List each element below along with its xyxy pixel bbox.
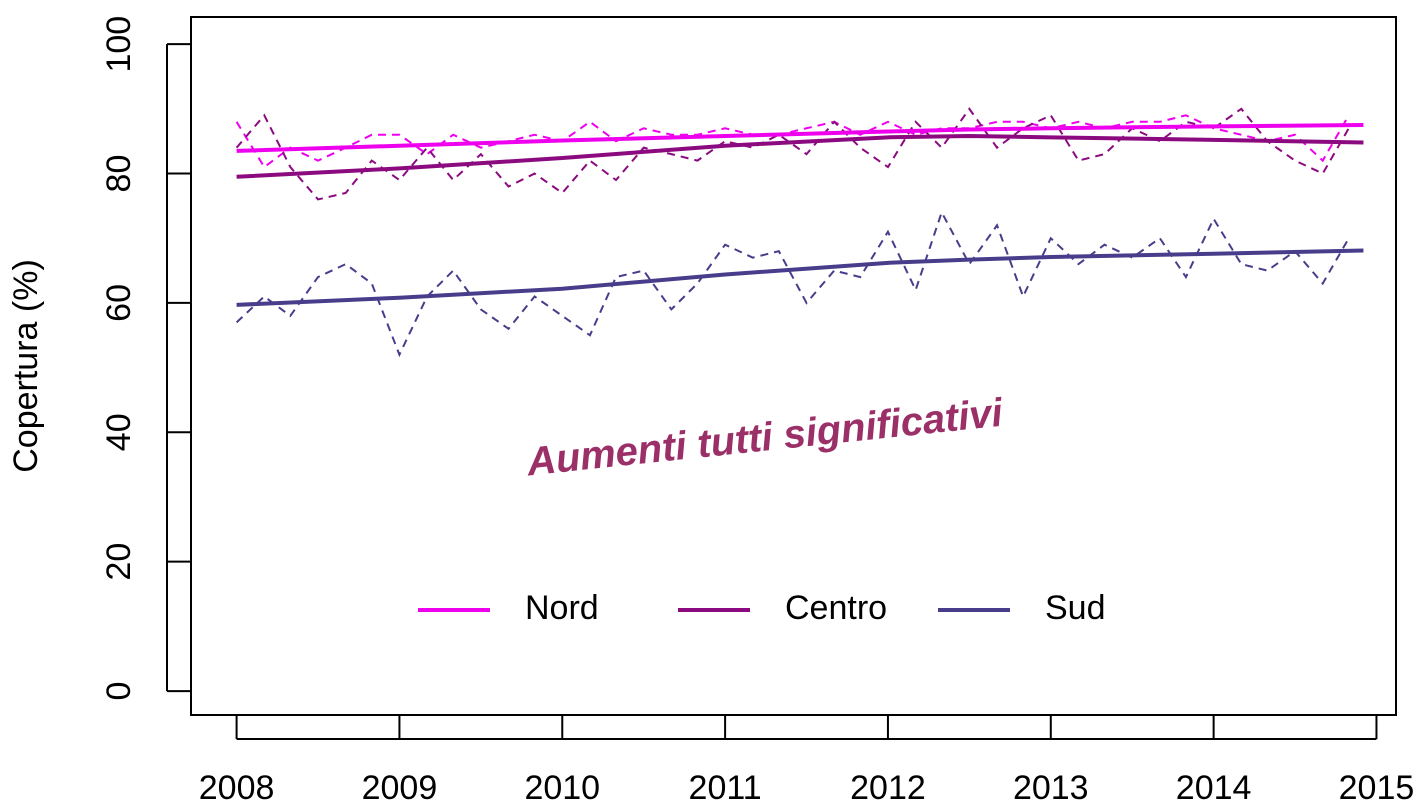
legend-label: Centro bbox=[785, 589, 887, 627]
x-tick-label: 2012 bbox=[850, 769, 926, 806]
trend-line bbox=[236, 134, 1364, 179]
y-tick-label: 40 bbox=[100, 413, 138, 451]
legend-label: Sud bbox=[1045, 589, 1106, 627]
x-tick-label: 2009 bbox=[362, 769, 438, 806]
y-tick-label: 80 bbox=[100, 155, 138, 193]
y-tick-label: 60 bbox=[100, 284, 138, 322]
y-axis-label: Copertura (%) bbox=[7, 259, 45, 473]
annotation: Aumenti tutti significativi bbox=[524, 391, 1006, 485]
data-line bbox=[235, 114, 1350, 169]
trend-line bbox=[236, 123, 1364, 153]
x-tick-label: 2010 bbox=[524, 769, 600, 806]
y-tick-label: 20 bbox=[100, 543, 138, 581]
x-tick-label: 2008 bbox=[199, 769, 275, 806]
x-tick-label: 2011 bbox=[689, 769, 762, 806]
y-tick-label: 100 bbox=[100, 16, 138, 73]
x-tick-label: 2014 bbox=[1176, 769, 1252, 806]
trend-line bbox=[236, 248, 1364, 307]
data-line bbox=[235, 209, 1350, 358]
x-tick-label: 2013 bbox=[1013, 769, 1089, 806]
y-tick-label: 0 bbox=[100, 682, 138, 701]
data-line bbox=[235, 107, 1350, 201]
plot-frame bbox=[190, 16, 1397, 716]
x-tick-label: 2015 bbox=[1339, 769, 1415, 806]
legend-label: Nord bbox=[525, 589, 599, 627]
